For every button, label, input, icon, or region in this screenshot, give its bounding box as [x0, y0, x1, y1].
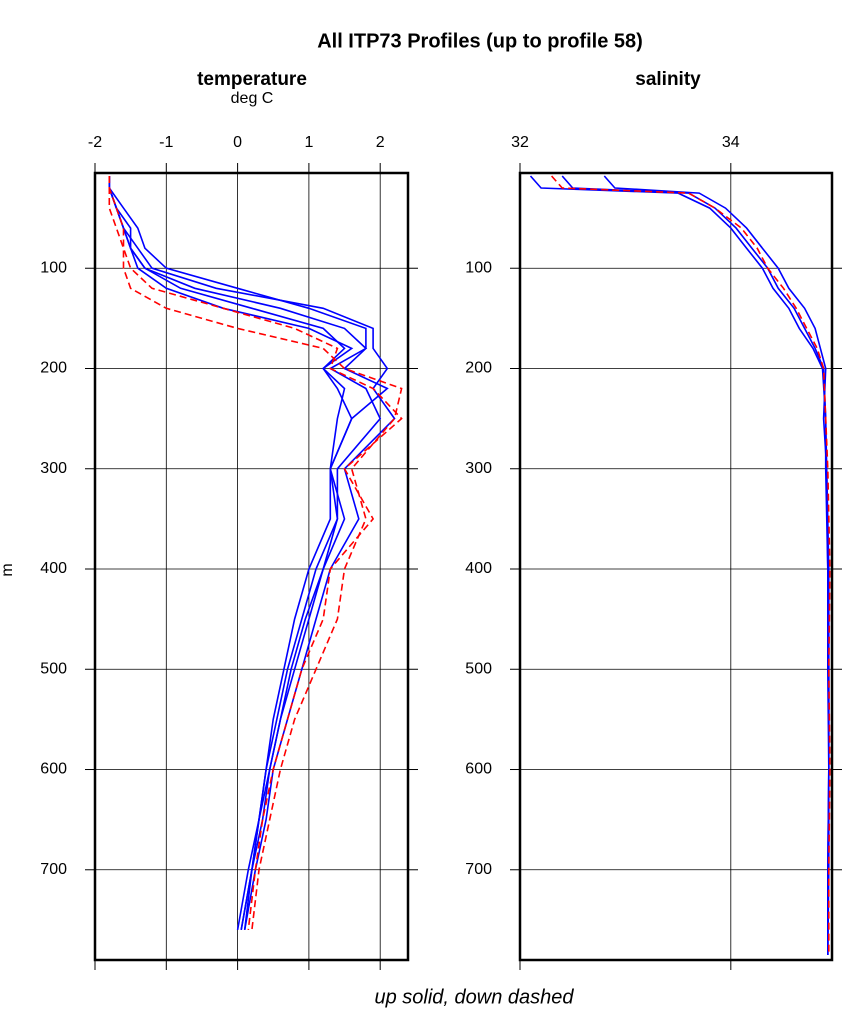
profile-line [551, 175, 831, 955]
profile-line [108, 176, 354, 931]
y-tick-label: 400 [465, 560, 492, 577]
y-tick-label: 500 [40, 660, 67, 677]
x-tick-label: 2 [376, 134, 385, 151]
y-tick-label: 100 [40, 259, 67, 276]
profile-line [108, 176, 403, 930]
y-tick-label: 200 [465, 360, 492, 377]
y-tick-label: 600 [465, 761, 492, 778]
panel-title: salinity [635, 69, 701, 90]
x-tick-label: 1 [304, 134, 313, 151]
y-tick-label: 200 [40, 360, 67, 377]
y-tick-label: 500 [465, 660, 492, 677]
panel-subtitle: deg C [231, 90, 274, 107]
profile-line [561, 175, 830, 955]
y-tick-label: 300 [40, 460, 67, 477]
profile-line [108, 176, 353, 931]
panel: salinity 32 34 100 200 300 400 500 600 700 [465, 69, 842, 970]
x-tick-label: -1 [159, 134, 173, 151]
plot-frame [518, 171, 834, 962]
y-tick-label: 700 [40, 861, 67, 878]
x-tick-label: 0 [233, 134, 242, 151]
panel-title: temperature [197, 69, 307, 90]
profile-line [603, 175, 830, 956]
profile-line [529, 175, 830, 955]
x-tick-label: 34 [722, 134, 740, 151]
y-tick-label: 700 [465, 861, 492, 878]
x-tick-label: 32 [511, 134, 529, 151]
profile-line [108, 176, 403, 930]
profile-line [108, 176, 389, 930]
y-tick-label: 400 [40, 560, 67, 577]
figure-title: All ITP73 Profiles (up to profile 58) [317, 30, 643, 52]
y-tick-label: 300 [465, 460, 492, 477]
caption: up solid, down dashed [374, 986, 574, 1008]
y-axis-label: m [0, 563, 16, 576]
plot-frame [93, 171, 410, 962]
y-tick-label: 100 [465, 259, 492, 276]
y-tick-label: 600 [40, 761, 67, 778]
x-tick-label: -2 [88, 134, 102, 151]
